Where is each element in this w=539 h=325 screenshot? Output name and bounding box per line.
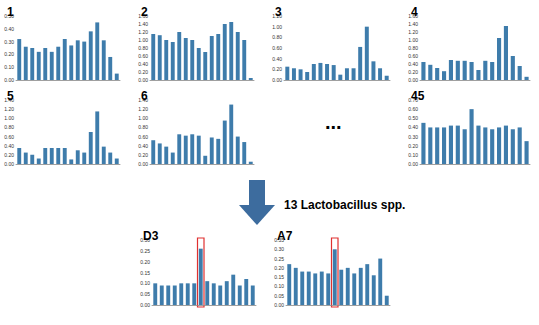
svg-text:0.60: 0.60 — [4, 134, 14, 140]
svg-text:0.30: 0.30 — [4, 39, 14, 45]
svg-text:4: 4 — [411, 5, 418, 19]
svg-text:0.20: 0.20 — [274, 265, 284, 271]
svg-text:0.00: 0.00 — [4, 77, 14, 83]
svg-text:1.20: 1.20 — [4, 106, 14, 112]
svg-text:1.20: 1.20 — [408, 29, 418, 35]
svg-text:0.15: 0.15 — [274, 274, 284, 280]
svg-text:0.10: 0.10 — [274, 283, 284, 289]
svg-text:0.40: 0.40 — [408, 124, 418, 130]
svg-text:0.80: 0.80 — [4, 124, 14, 130]
svg-text:0.25: 0.25 — [274, 256, 284, 262]
svg-text:1.00: 1.00 — [138, 115, 148, 121]
svg-text:0.80: 0.80 — [272, 34, 282, 40]
svg-text:0.80: 0.80 — [408, 45, 418, 51]
svg-text:0.25: 0.25 — [140, 248, 150, 254]
svg-text:0.00: 0.00 — [274, 302, 284, 308]
svg-text:0.80: 0.80 — [138, 124, 148, 130]
svg-text:0.00: 0.00 — [272, 77, 282, 83]
svg-text:0.60: 0.60 — [138, 134, 148, 140]
svg-text:0.20: 0.20 — [408, 143, 418, 149]
svg-text:0.20: 0.20 — [138, 152, 148, 158]
svg-text:0.20: 0.20 — [138, 69, 148, 75]
svg-text:0.60: 0.60 — [138, 53, 148, 59]
svg-text:0.40: 0.40 — [272, 56, 282, 62]
svg-text:0.60: 0.60 — [408, 53, 418, 59]
svg-text:45: 45 — [411, 89, 425, 103]
svg-text:1.20: 1.20 — [138, 29, 148, 35]
svg-text:0.10: 0.10 — [408, 152, 418, 158]
svg-text:3: 3 — [275, 5, 282, 19]
svg-text:0.15: 0.15 — [140, 270, 150, 276]
svg-text:0.30: 0.30 — [408, 134, 418, 140]
svg-text:0.00: 0.00 — [138, 77, 148, 83]
svg-text:1.00: 1.00 — [408, 37, 418, 43]
svg-text:0.40: 0.40 — [408, 61, 418, 67]
svg-text:0.40: 0.40 — [4, 26, 14, 32]
svg-text:0.80: 0.80 — [138, 45, 148, 51]
svg-text:2: 2 — [141, 5, 148, 19]
svg-text:0.40: 0.40 — [138, 61, 148, 67]
svg-text:0.00: 0.00 — [4, 161, 14, 167]
svg-text:0.00: 0.00 — [138, 161, 148, 167]
svg-text:...: ... — [325, 111, 342, 133]
svg-text:0.00: 0.00 — [408, 161, 418, 167]
svg-text:1: 1 — [7, 5, 14, 19]
svg-text:0.10: 0.10 — [140, 280, 150, 286]
svg-text:0.50: 0.50 — [408, 115, 418, 121]
svg-text:1.00: 1.00 — [4, 115, 14, 121]
svg-text:0.20: 0.20 — [408, 69, 418, 75]
svg-text:0.05: 0.05 — [274, 293, 284, 299]
svg-text:0.20: 0.20 — [4, 152, 14, 158]
svg-text:6: 6 — [141, 89, 148, 103]
svg-text:1.40: 1.40 — [408, 21, 418, 27]
svg-text:1.40: 1.40 — [138, 21, 148, 27]
svg-text:1.20: 1.20 — [138, 106, 148, 112]
svg-text:0.00: 0.00 — [408, 77, 418, 83]
svg-text:0.05: 0.05 — [140, 291, 150, 297]
svg-text:0.40: 0.40 — [4, 143, 14, 149]
svg-text:A7: A7 — [277, 229, 293, 243]
svg-text:5: 5 — [7, 89, 14, 103]
svg-text:0.60: 0.60 — [408, 106, 418, 112]
svg-text:0.20: 0.20 — [272, 66, 282, 72]
svg-text:0.60: 0.60 — [272, 45, 282, 51]
svg-text:0.20: 0.20 — [140, 259, 150, 265]
svg-text:0.40: 0.40 — [138, 143, 148, 149]
svg-text:1.00: 1.00 — [138, 37, 148, 43]
svg-text:0.30: 0.30 — [274, 246, 284, 252]
svg-text:0.00: 0.00 — [140, 302, 150, 308]
svg-text:0.20: 0.20 — [4, 51, 14, 57]
svg-text:1.00: 1.00 — [272, 24, 282, 30]
svg-text:0.10: 0.10 — [4, 64, 14, 70]
svg-text:13 Lactobacillus spp.: 13 Lactobacillus spp. — [284, 198, 405, 212]
svg-text:D3: D3 — [143, 229, 159, 243]
